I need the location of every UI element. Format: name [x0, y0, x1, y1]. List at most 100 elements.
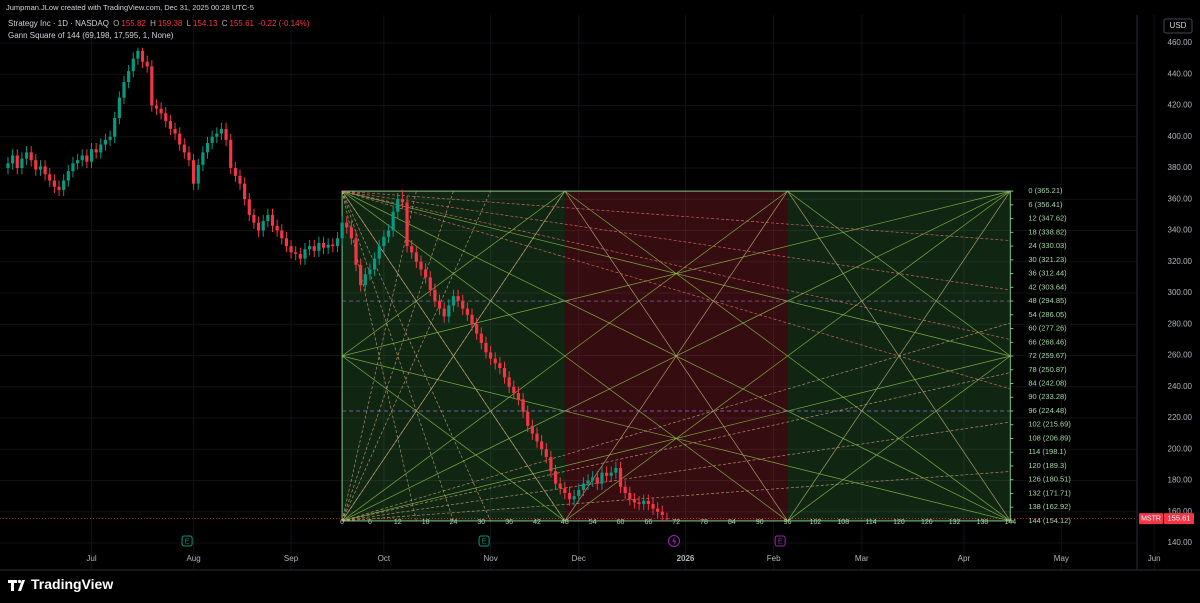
gann-level-label: 18 (338.82) — [1028, 227, 1067, 236]
gann-line — [342, 355, 1011, 522]
candle-body — [660, 511, 664, 515]
candle-body — [642, 500, 646, 504]
legend-name: Strategy Inc · 1D · NASDAQ — [8, 19, 109, 28]
candle-body — [136, 50, 140, 59]
candle-body — [535, 433, 539, 442]
currency-button[interactable] — [1163, 18, 1193, 34]
candle-body — [567, 493, 572, 500]
candle-body — [48, 174, 52, 181]
gann-time-label: 96 — [784, 519, 792, 526]
y-tick-label: 300.00 — [1168, 288, 1193, 297]
candle-body — [117, 97, 121, 118]
gann-time-label: 132 — [949, 519, 961, 526]
candle-body — [447, 305, 451, 317]
candle-body — [80, 155, 84, 161]
candle-body — [140, 50, 145, 62]
candle-body — [275, 225, 279, 231]
x-tick-label: Aug — [186, 554, 200, 563]
candle-body — [493, 358, 497, 364]
gann-level-label: 114 (198.1) — [1028, 447, 1066, 456]
gann-time-label: 36 — [505, 519, 513, 526]
gann-time-label: 42 — [533, 519, 541, 526]
candle-body — [85, 155, 89, 162]
gann-time-label: 90 — [756, 519, 764, 526]
candle-body — [317, 243, 321, 251]
gann-level-label: 96 (224.48) — [1028, 406, 1067, 415]
legend-value: 155.82 — [121, 19, 146, 28]
candle-body — [233, 168, 237, 176]
candle-body — [502, 368, 507, 378]
candle-body — [577, 489, 581, 497]
gann-line — [341, 190, 1011, 522]
candle-body — [488, 352, 493, 359]
dividend-icon — [668, 535, 680, 547]
legend: Strategy Inc · 1D · NASDAQ O 155.82 H 159.… — [8, 19, 311, 28]
y-tick-label: 140.00 — [1168, 538, 1193, 547]
candle-body — [437, 300, 442, 309]
candle-body — [196, 164, 200, 184]
gann-level-label: 12 (347.62) — [1028, 214, 1067, 223]
candle-body — [303, 249, 307, 259]
gann-time-label: 108 — [837, 519, 849, 526]
legend-o: O — [113, 19, 120, 28]
gann-level-label: 120 (189.3) — [1028, 461, 1067, 470]
candle-body — [66, 171, 70, 181]
candle-body — [108, 136, 112, 140]
candle-body — [581, 483, 585, 490]
gann-time-label: 54 — [589, 519, 597, 526]
gann-level-label: 126 (180.51) — [1028, 475, 1071, 484]
candle-body — [475, 324, 479, 334]
gann-line — [341, 190, 454, 522]
candle-body — [382, 236, 386, 247]
candle-body — [173, 128, 177, 134]
symbol-label: MSTR — [1141, 515, 1161, 522]
candle-body — [308, 246, 312, 250]
candle-body — [238, 175, 242, 184]
candle-body — [43, 166, 47, 175]
candle-body — [243, 183, 247, 200]
candle-body — [15, 155, 19, 168]
candle-body — [604, 472, 609, 476]
candle-body — [215, 133, 219, 137]
gann-level-label: 6 (356.41) — [1028, 200, 1063, 209]
candle-body — [405, 202, 409, 247]
candle-body — [572, 496, 576, 500]
candle-body — [632, 499, 637, 503]
candle-body — [229, 139, 233, 168]
candle-body — [507, 377, 511, 387]
candle-body — [628, 493, 632, 500]
candle-body — [623, 486, 627, 493]
candle-body — [609, 472, 613, 476]
y-tick-label: 280.00 — [1168, 319, 1193, 328]
candle-body — [57, 186, 61, 190]
legend-value: 155.61 — [229, 19, 254, 28]
candle-body — [294, 252, 298, 254]
y-tick-label: 420.00 — [1168, 101, 1193, 110]
candle-body — [256, 222, 261, 231]
event-label: E — [185, 538, 190, 545]
price-label: 155.61 — [1168, 514, 1191, 523]
gann-level-label: 108 (206.89) — [1028, 433, 1071, 442]
candle-body — [498, 363, 502, 368]
y-tick-label: 440.00 — [1168, 69, 1193, 78]
candle-body — [591, 477, 595, 481]
event-label: E — [778, 538, 783, 545]
candle-body — [372, 258, 377, 270]
candle-body — [396, 199, 400, 212]
candle-body — [354, 238, 358, 265]
gann-line — [341, 190, 566, 522]
gann-level-label: 78 (250.87) — [1028, 365, 1067, 374]
candle-body — [284, 238, 289, 247]
x-tick-label: Nov — [483, 554, 497, 563]
candle-body — [24, 152, 29, 159]
event-icon — [181, 535, 193, 547]
candle-body — [544, 449, 548, 458]
candle-body — [122, 82, 126, 98]
candle-body — [461, 300, 465, 309]
gann-time-label: 138 — [977, 519, 989, 526]
candle-body — [321, 243, 326, 248]
candle-body — [89, 149, 94, 162]
y-tick-label: 360.00 — [1168, 194, 1193, 203]
candle-body — [187, 152, 191, 161]
